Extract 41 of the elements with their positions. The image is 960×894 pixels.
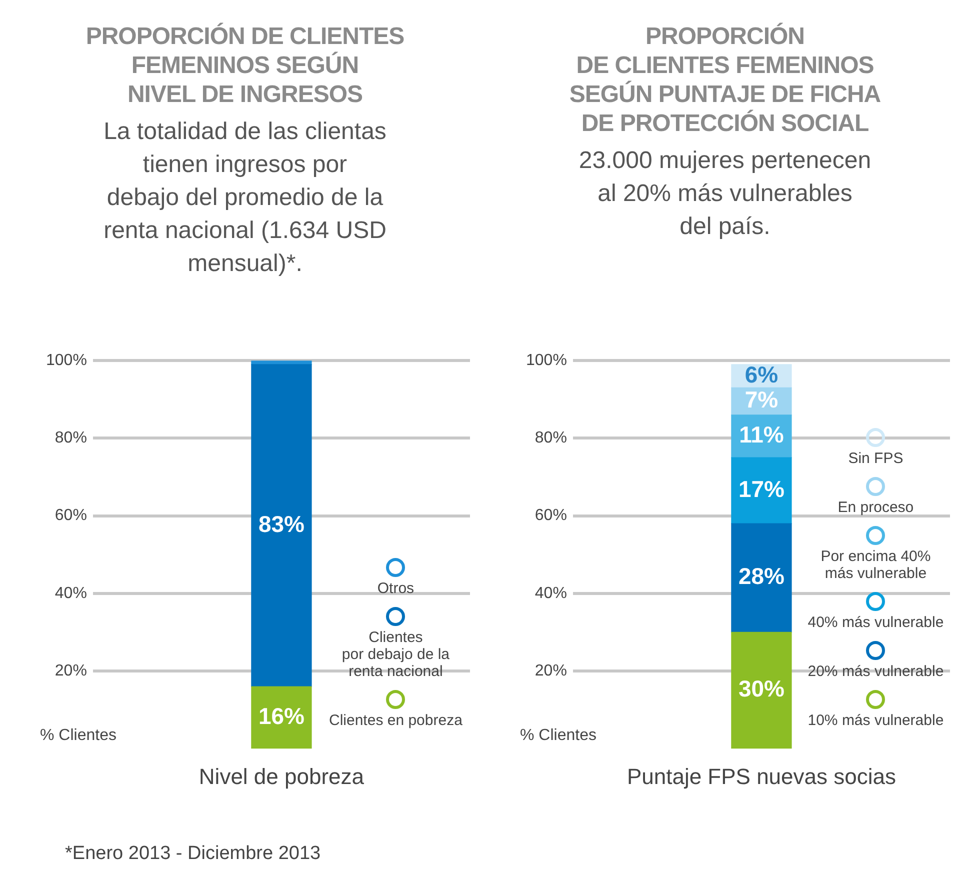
- legend-label: En proceso: [838, 498, 914, 516]
- y-tick-label: 60%: [534, 507, 567, 524]
- y-tick-label: 80%: [54, 430, 87, 447]
- y-axis-title: % Clientes: [520, 726, 596, 745]
- chart-subtitle: 23.000 mujeres pertenecen al 20% más vulnerables del país.: [578, 146, 872, 242]
- legend-label: Por encima 40% más vulnerable: [820, 548, 931, 582]
- y-tick-label: 100%: [46, 352, 87, 370]
- y-tick-label: 80%: [534, 430, 567, 447]
- data-label: 28%: [738, 563, 784, 590]
- data-label: 6%: [744, 361, 778, 388]
- data-label: 16%: [258, 702, 304, 729]
- legend-label: Sin FPS: [848, 450, 904, 467]
- chart-title: PROPORCIÓN DE CLIENTES FEMENINOS SEGÚN PUNTAJE DE FICHA DE PROTECCIÓN SOCIAL: [568, 22, 882, 138]
- y-tick-label: 60%: [54, 507, 87, 524]
- legend-label: Clientes por debajo de la renta nacional: [342, 628, 450, 680]
- bar: [251, 364, 312, 687]
- y-axis-title: % Clientes: [40, 726, 116, 745]
- data-label: 30%: [738, 676, 784, 702]
- legend-label: 20% más vulnerable: [808, 662, 944, 680]
- data-label: 7%: [744, 386, 778, 413]
- text: *Enero 2013 - Diciembre 2013: [65, 843, 321, 865]
- data-label: 17%: [738, 476, 784, 502]
- x-axis-title: Nivel de pobreza: [198, 764, 365, 789]
- legend-label: Otros: [377, 580, 414, 597]
- data-label: 83%: [258, 510, 304, 537]
- y-tick-label: 40%: [54, 584, 87, 602]
- bar: [731, 457, 792, 524]
- legend-label: 40% más vulnerable: [808, 614, 944, 631]
- bar: [731, 523, 792, 633]
- y-tick-label: 40%: [534, 584, 567, 602]
- data-label: 11%: [739, 422, 784, 448]
- chart-title: PROPORCIÓN DE CLIENTES FEMENINOS SEGÚN NIVEL DE INGRESOS: [84, 22, 406, 109]
- bar: [731, 632, 792, 749]
- y-tick-label: 20%: [54, 662, 87, 680]
- x-axis-title: Puntaje FPS nuevas socias: [626, 764, 896, 789]
- legend-label: 10% más vulnerable: [808, 712, 944, 729]
- y-tick-label: 20%: [534, 662, 567, 680]
- y-tick-label: 100%: [526, 352, 567, 370]
- chart-subtitle: La totalidad de las clientas tienen ingresos por debajo del promedio de la renta nacional (1.634 USD mensual)*.: [102, 117, 388, 279]
- legend-label: Clientes en pobreza: [329, 712, 462, 729]
- bar: [251, 686, 312, 749]
